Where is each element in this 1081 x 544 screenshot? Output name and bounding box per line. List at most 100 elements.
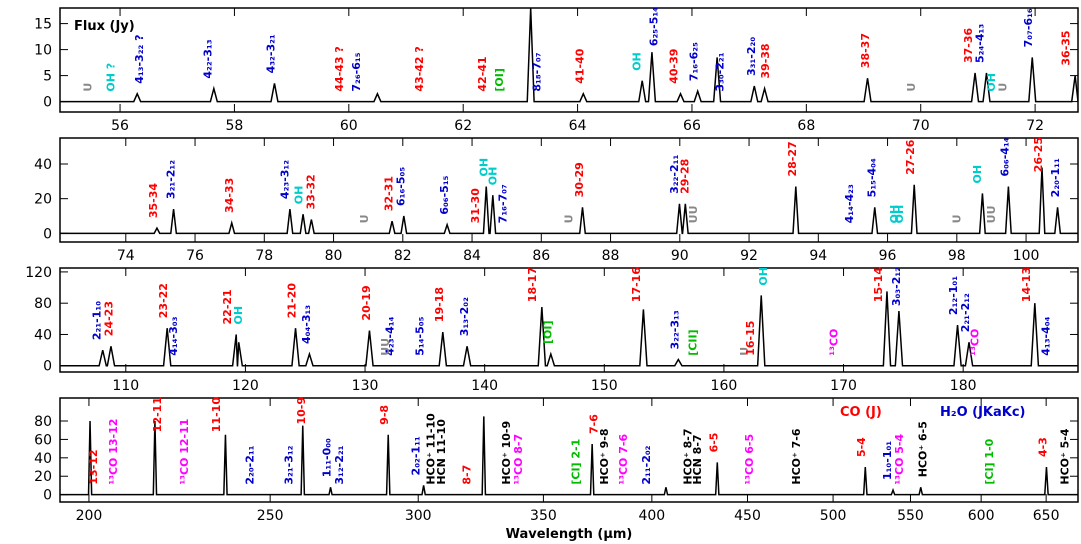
x-tick-label: 450 (734, 508, 761, 524)
y-tick-label: 80 (34, 296, 52, 312)
line-label: 5₂₄-4₁₃ (974, 24, 987, 63)
line-label: 13-12 (87, 449, 100, 484)
y-tick-label: 0 (43, 359, 52, 375)
line-label: 38-37 (859, 33, 872, 68)
line-label: [CI] 1-0 (983, 438, 996, 484)
y-tick-label: 0 (43, 95, 52, 111)
line-label: 40-39 (668, 49, 681, 84)
line-label: 4-3 (1037, 437, 1050, 457)
x-tick-label: 66 (683, 118, 701, 134)
x-tick-label: 74 (117, 248, 135, 264)
line-label: 36-35 (1059, 30, 1072, 65)
y-tick-label: 20 (34, 192, 52, 208)
line-label: 22-21 (221, 289, 234, 324)
line-label: 21-20 (286, 283, 299, 319)
line-label: 4₃₂-3₂₁ (264, 34, 277, 73)
x-tick-label: 180 (950, 378, 977, 394)
x-tick-label: 64 (569, 118, 587, 134)
x-tick-label: 550 (897, 508, 924, 524)
x-tick-label: 120 (232, 378, 259, 394)
x-tick-label: 82 (394, 248, 412, 264)
line-label: HCO⁺ 8-7 (681, 428, 694, 484)
y-tick-label: 80 (34, 414, 52, 430)
line-label: 3₂₁-2₁₂ (164, 160, 177, 199)
line-label: 27-26 (904, 139, 917, 175)
line-label: 33-32 (305, 174, 318, 209)
line-label: 7₁₆-6₂₅ (688, 42, 701, 81)
x-tick-label: 200 (76, 508, 103, 524)
line-label: 3₀₃-2₁₂ (890, 267, 903, 306)
line-label: 4₂₃-4₁₄ (384, 316, 397, 355)
line-label: 5₁₄-5₀₅ (414, 316, 427, 355)
line-label: HCO⁺ 5-4 (1058, 428, 1071, 484)
x-tick-label: 98 (948, 248, 966, 264)
x-tick-label: 58 (226, 118, 244, 134)
line-label: UU (379, 338, 392, 356)
line-label: 14-13 (1020, 267, 1033, 302)
line-label: 19-18 (433, 287, 446, 322)
y-tick-label: 10 (34, 43, 52, 59)
line-label: OH ? (104, 63, 117, 92)
x-tick-label: 68 (797, 118, 815, 134)
line-label: U (358, 214, 371, 223)
x-tick-label: 72 (1026, 118, 1044, 134)
x-tick-label: 130 (352, 378, 379, 394)
line-label: OH (893, 205, 906, 224)
x-tick-label: 86 (532, 248, 550, 264)
x-tick-label: 92 (740, 248, 758, 264)
line-label: 4₀₄-3₁₃ (300, 305, 313, 344)
line-label: U (81, 83, 94, 92)
line-label: OH (971, 165, 984, 184)
y-tick-label: 20 (34, 469, 52, 485)
plot-frame (59, 397, 1079, 503)
line-label: 4₁₃-4₀₄ (1039, 316, 1052, 355)
line-label: HCO⁺ 10-9 (500, 421, 513, 485)
line-label: OH (292, 186, 305, 205)
line-label: 24-23 (103, 301, 116, 336)
y-tick-label: 120 (25, 265, 52, 281)
line-label: 4₁₄-3₀₃ (167, 316, 180, 355)
line-label: 3₃₁-2₂₀ (745, 37, 758, 76)
line-label: 41-40 (573, 48, 586, 84)
line-label: ¹³CO 5-4 (893, 434, 906, 485)
x-tick-label: 160 (711, 378, 738, 394)
line-label: OH (486, 167, 499, 186)
y-tick-label: 5 (43, 69, 52, 85)
line-label: 3₂₁-3₁₂ (283, 445, 296, 484)
line-label: 9-8 (378, 405, 391, 425)
x-tick-label: 400 (638, 508, 665, 524)
line-label: 8-7 (461, 465, 474, 485)
spectrum-line (60, 167, 1078, 235)
x-tick-label: 650 (1033, 508, 1060, 524)
line-label: 39-38 (759, 43, 772, 78)
x-tick-label: 140 (471, 378, 498, 394)
line-label: 31-30 (469, 188, 482, 224)
line-label: UU (985, 205, 998, 223)
line-label: 12-11 (151, 397, 164, 432)
line-label: 35-34 (147, 183, 160, 219)
line-label: ¹³CO (969, 329, 982, 356)
line-label: U (950, 214, 963, 223)
line-label: ¹³CO 7-6 (617, 434, 630, 485)
line-label: 26-25 (1032, 137, 1045, 172)
line-label: 3₂₂-2₁₁ (668, 155, 681, 194)
line-label: 3₁₃-2₀₂ (458, 297, 471, 336)
x-tick-label: 300 (405, 508, 432, 524)
line-label: 43-42 ? (413, 46, 426, 91)
y-tick-label: 40 (34, 451, 52, 467)
spectrum-line (60, 8, 1078, 103)
line-label: 4₂₃-3₁₂ (279, 160, 292, 199)
line-label: [OI] (542, 321, 555, 345)
x-tick-label: 500 (820, 508, 847, 524)
spectrum-line (60, 416, 1078, 496)
line-label: ¹³CO (828, 329, 841, 356)
line-label: 2₂₁-2₁₂ (959, 293, 972, 332)
legend-entry: CO (J) (840, 405, 882, 420)
line-label: HCO⁺ 9-8 (598, 428, 611, 484)
line-label: HCO⁺ 11-10 (424, 413, 437, 485)
x-tick-label: 350 (530, 508, 557, 524)
line-label: 2₂₁-1₁₀ (91, 301, 104, 340)
line-label: 42-41 (476, 56, 489, 91)
line-label: OH (757, 267, 770, 286)
line-label: HCO⁺ 7-6 (790, 428, 803, 484)
